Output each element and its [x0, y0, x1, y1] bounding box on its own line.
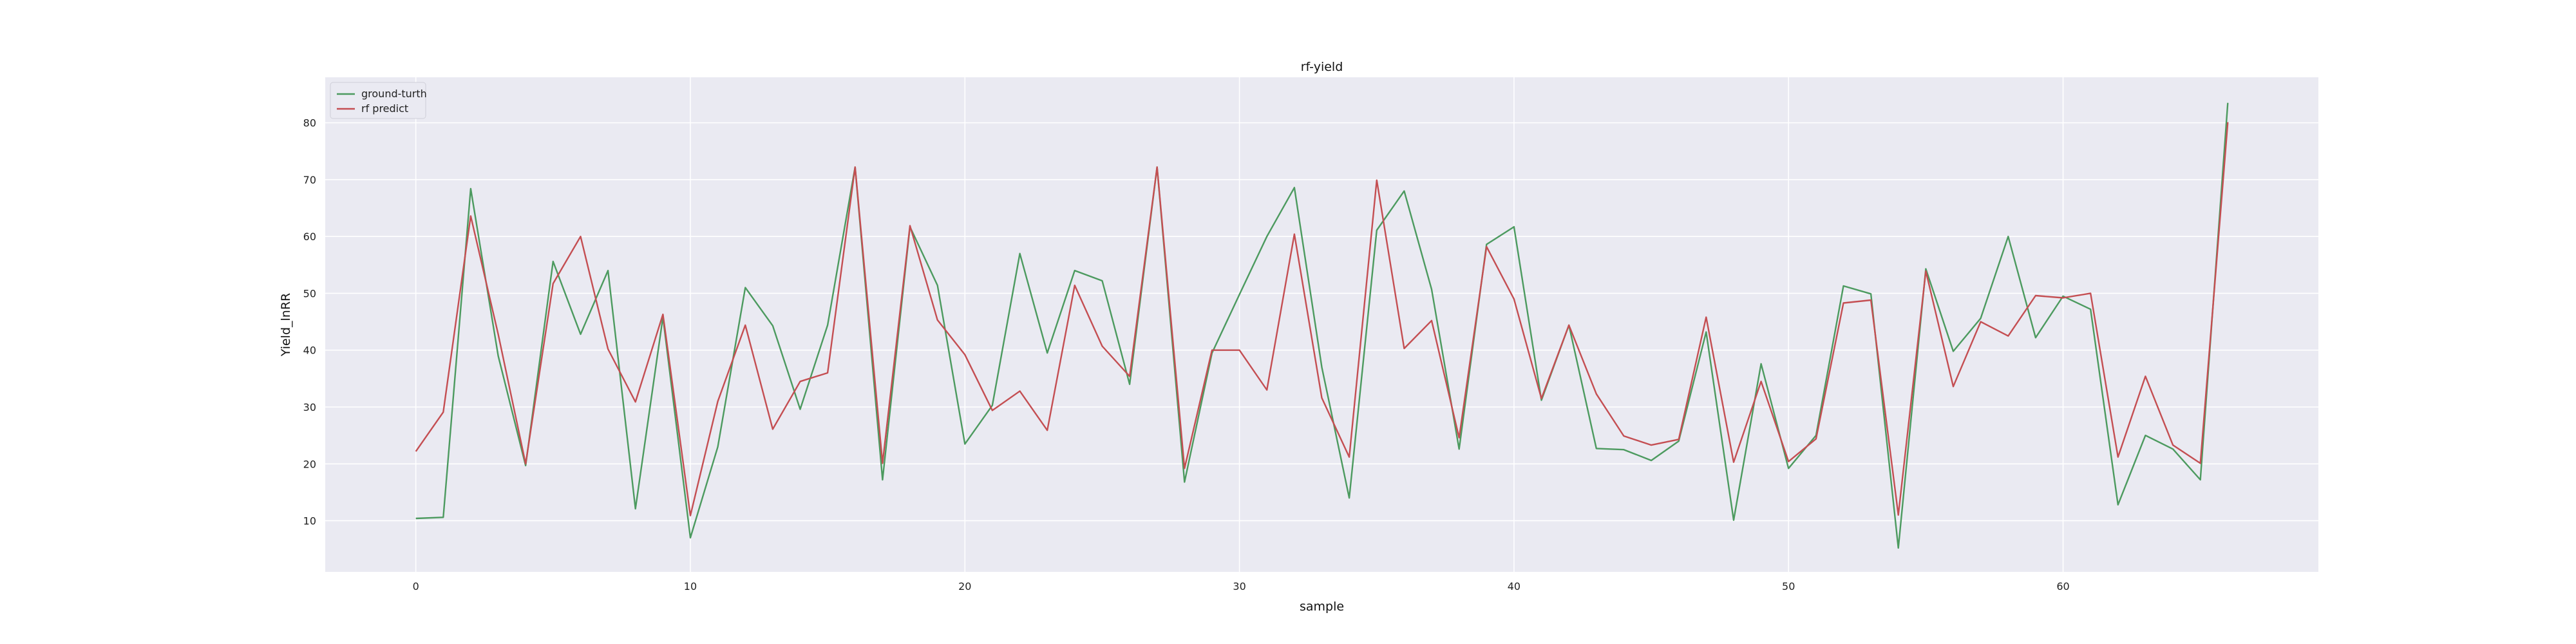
y-tick-label: 40	[303, 345, 316, 357]
series-line-ground-turth	[415, 102, 2229, 549]
x-tick-label: 50	[1782, 580, 1795, 592]
y-tick-label: 80	[303, 117, 316, 129]
y-tick-label: 50	[303, 287, 316, 299]
series-line-rf-predict	[415, 122, 2229, 516]
x-axis-label: sample	[1300, 600, 1344, 614]
x-tick-label: 0	[413, 580, 419, 592]
y-tick-label: 30	[303, 401, 316, 413]
plot-area	[325, 77, 2318, 572]
x-tick-label: 60	[2056, 580, 2069, 592]
legend: ground-turth rf predict	[330, 82, 427, 119]
y-axis-label: Yield_lnRR	[279, 293, 293, 357]
x-tick-label: 20	[958, 580, 971, 592]
y-tick-label: 20	[303, 458, 316, 470]
y-tick-label: 10	[303, 515, 316, 527]
y-tick-label: 60	[303, 231, 316, 243]
series-lines	[415, 102, 2229, 549]
x-tick-label: 30	[1233, 580, 1245, 592]
y-tick-label: 70	[303, 174, 316, 186]
legend-items: ground-turth rf predict	[337, 88, 427, 115]
x-tick-label: 10	[684, 580, 697, 592]
chart-title: rf-yield	[1301, 60, 1343, 74]
legend-label: rf predict	[361, 102, 408, 115]
grid	[325, 77, 2318, 572]
tick-labels: 0 10 20 30 40 50 60 10 20 30 40 50 60 70 80	[303, 117, 2070, 592]
x-tick-label: 40	[1508, 580, 1520, 592]
legend-label: ground-turth	[361, 88, 427, 100]
